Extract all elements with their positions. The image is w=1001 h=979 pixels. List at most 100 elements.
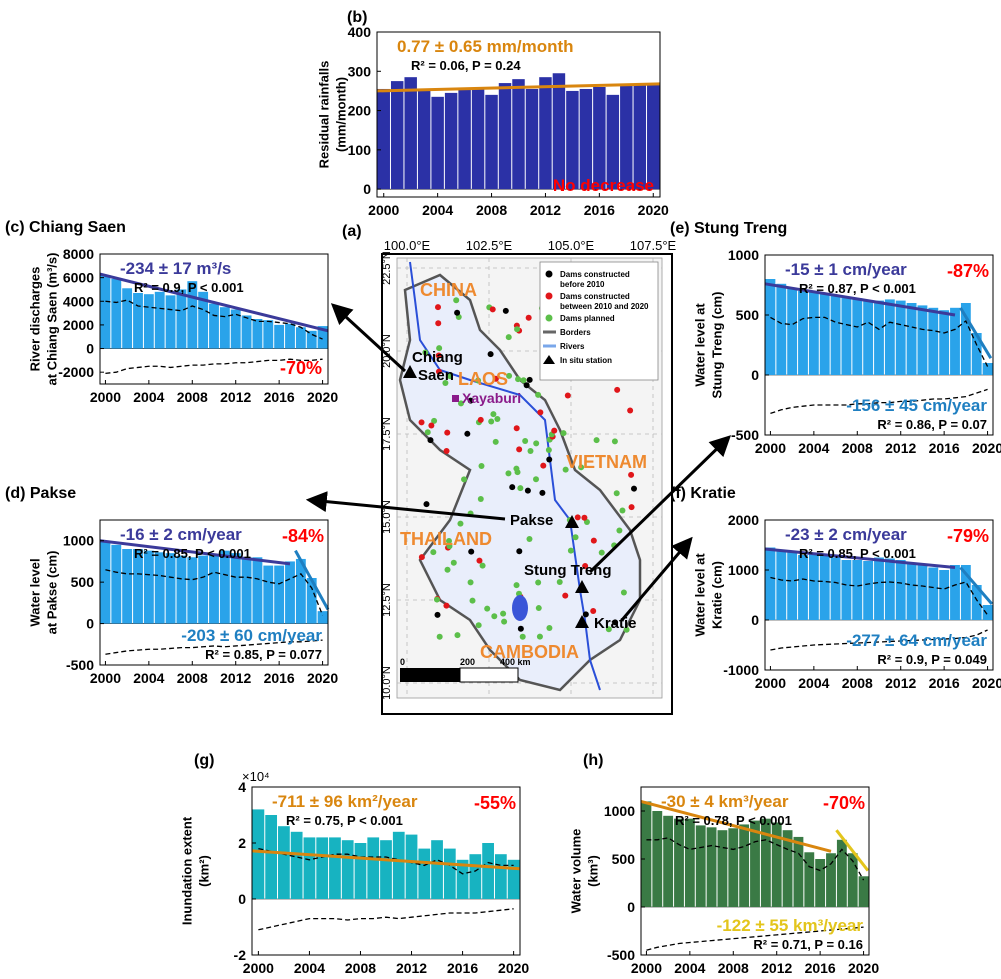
x-tick-label: 2016 [929, 675, 960, 691]
dam-marker [444, 566, 451, 573]
dam-marker [469, 597, 476, 604]
x-tick-label: 2016 [805, 960, 836, 976]
legend-label: Rivers [560, 342, 585, 351]
dam-marker [424, 429, 431, 436]
dam-marker [525, 314, 532, 321]
residual-upper-line [105, 569, 324, 616]
bar-2014 [793, 836, 804, 907]
bar-2019 [494, 854, 507, 899]
dam-marker [464, 430, 471, 437]
dam-marker [582, 563, 589, 570]
country-label: CHINA [420, 280, 477, 300]
dam-marker [517, 625, 524, 632]
panel-label: (a) [342, 223, 362, 240]
plot-frame [99, 519, 329, 666]
dam-marker [598, 549, 605, 556]
legend-label: Dams constructed [560, 292, 630, 301]
annotation: R² = 0.9, P < 0.001 [134, 280, 244, 295]
dam-marker [616, 527, 623, 534]
scale-label: 400 km [500, 657, 531, 667]
dam-marker [509, 484, 516, 491]
bar-2011 [392, 831, 405, 899]
bar-2017 [285, 323, 295, 349]
bar-2003 [290, 831, 303, 899]
bar-2013 [552, 73, 566, 190]
dam-marker [515, 376, 522, 383]
bar-2005 [154, 291, 165, 349]
x-tick-label: 2008 [177, 670, 208, 686]
bar-2006 [458, 88, 471, 190]
dam-marker [487, 351, 494, 358]
annotation: -30 ± 4 km³/year [661, 792, 789, 811]
bar-2014 [252, 557, 263, 624]
dam-marker [454, 309, 461, 316]
lat-tick-label: 17.5°N [381, 417, 393, 451]
bar-2008 [485, 94, 498, 190]
bar-2019 [847, 853, 858, 907]
bar-2011 [525, 88, 539, 190]
x-tick-label: 2004 [294, 960, 325, 976]
lon-tick-label: 107.5°E [630, 238, 677, 253]
station-label: Kratie [594, 615, 637, 632]
dam-marker [446, 538, 453, 545]
dam-marker [443, 448, 450, 455]
x-tick-label: 2016 [447, 960, 478, 976]
y-tick-label: 500 [71, 574, 95, 590]
chart-panel-e: -500 0 500 1000 2000 2004 2008 2012 2016 2020 Wate… [670, 220, 1001, 456]
dam-marker [535, 579, 542, 586]
annotation: -15 ± 1 cm/year [785, 260, 907, 279]
bar-2002 [122, 288, 133, 349]
dam-marker [526, 376, 533, 383]
bar-2005 [316, 837, 329, 899]
lat-tick-label: 10.0°N [381, 666, 393, 700]
bar-2017 [606, 94, 620, 190]
y-tick-label: 2000 [728, 512, 759, 528]
recent-trend-line [835, 829, 870, 872]
dam-marker [537, 409, 544, 416]
bar-2014 [252, 319, 263, 349]
dam-marker [562, 466, 569, 473]
bar-2015 [579, 88, 593, 190]
y-tick-label: 0 [751, 367, 759, 383]
dam-marker [436, 345, 443, 352]
dam-marker [433, 596, 440, 603]
bar-2009 [863, 300, 874, 375]
y-tick-label: 0 [238, 891, 246, 907]
dam-marker [476, 557, 483, 564]
bar-2000 [100, 275, 111, 349]
annotation: -277 ± 64 cm/year [846, 631, 987, 650]
x-tick-label: 2012 [220, 670, 251, 686]
bar-2004 [808, 292, 819, 375]
bar-2002 [122, 549, 133, 624]
bar-2000 [377, 88, 390, 190]
bar-2003 [798, 291, 808, 375]
residual-upper-line [770, 316, 989, 367]
y-tick-label: 0 [751, 612, 759, 628]
dam-marker [446, 543, 453, 550]
bar-2020 [982, 363, 993, 375]
x-tick-label: 2012 [885, 440, 916, 456]
dam-marker [436, 633, 443, 640]
dam-marker [505, 470, 512, 477]
y-tick-label: 1000 [728, 562, 759, 578]
lat-tick-label: 12.5°N [381, 583, 393, 617]
y-tick-label: -1000 [723, 662, 759, 678]
bar-2010 [874, 300, 884, 375]
dam-marker [513, 425, 520, 432]
bar-2008 [187, 557, 198, 624]
recent-trend-line [959, 566, 994, 605]
lon-tick-label: 102.5°E [466, 238, 513, 253]
y-tick-label: 2000 [63, 317, 94, 333]
bar-2016 [456, 859, 469, 899]
dam-marker [430, 549, 437, 556]
y-tick-label: 200 [348, 103, 372, 119]
x-tick-label: 2004 [674, 960, 705, 976]
dam-marker [612, 619, 619, 626]
y-axis-label: Water volume [569, 829, 584, 914]
bar-2015 [928, 307, 939, 375]
dam-marker [567, 547, 574, 554]
chart-panel-d: -500 0 500 1000 2000 2004 2008 2012 2016 2020 Wate… [5, 485, 338, 686]
y-tick-label: 6000 [63, 270, 94, 286]
bar-2009 [739, 824, 750, 907]
bar-2017 [950, 307, 960, 375]
